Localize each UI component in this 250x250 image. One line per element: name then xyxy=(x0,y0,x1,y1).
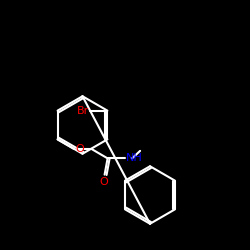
Text: O: O xyxy=(99,177,108,187)
Text: Br: Br xyxy=(76,106,89,116)
Text: O: O xyxy=(75,144,84,154)
Text: NH: NH xyxy=(126,153,143,164)
